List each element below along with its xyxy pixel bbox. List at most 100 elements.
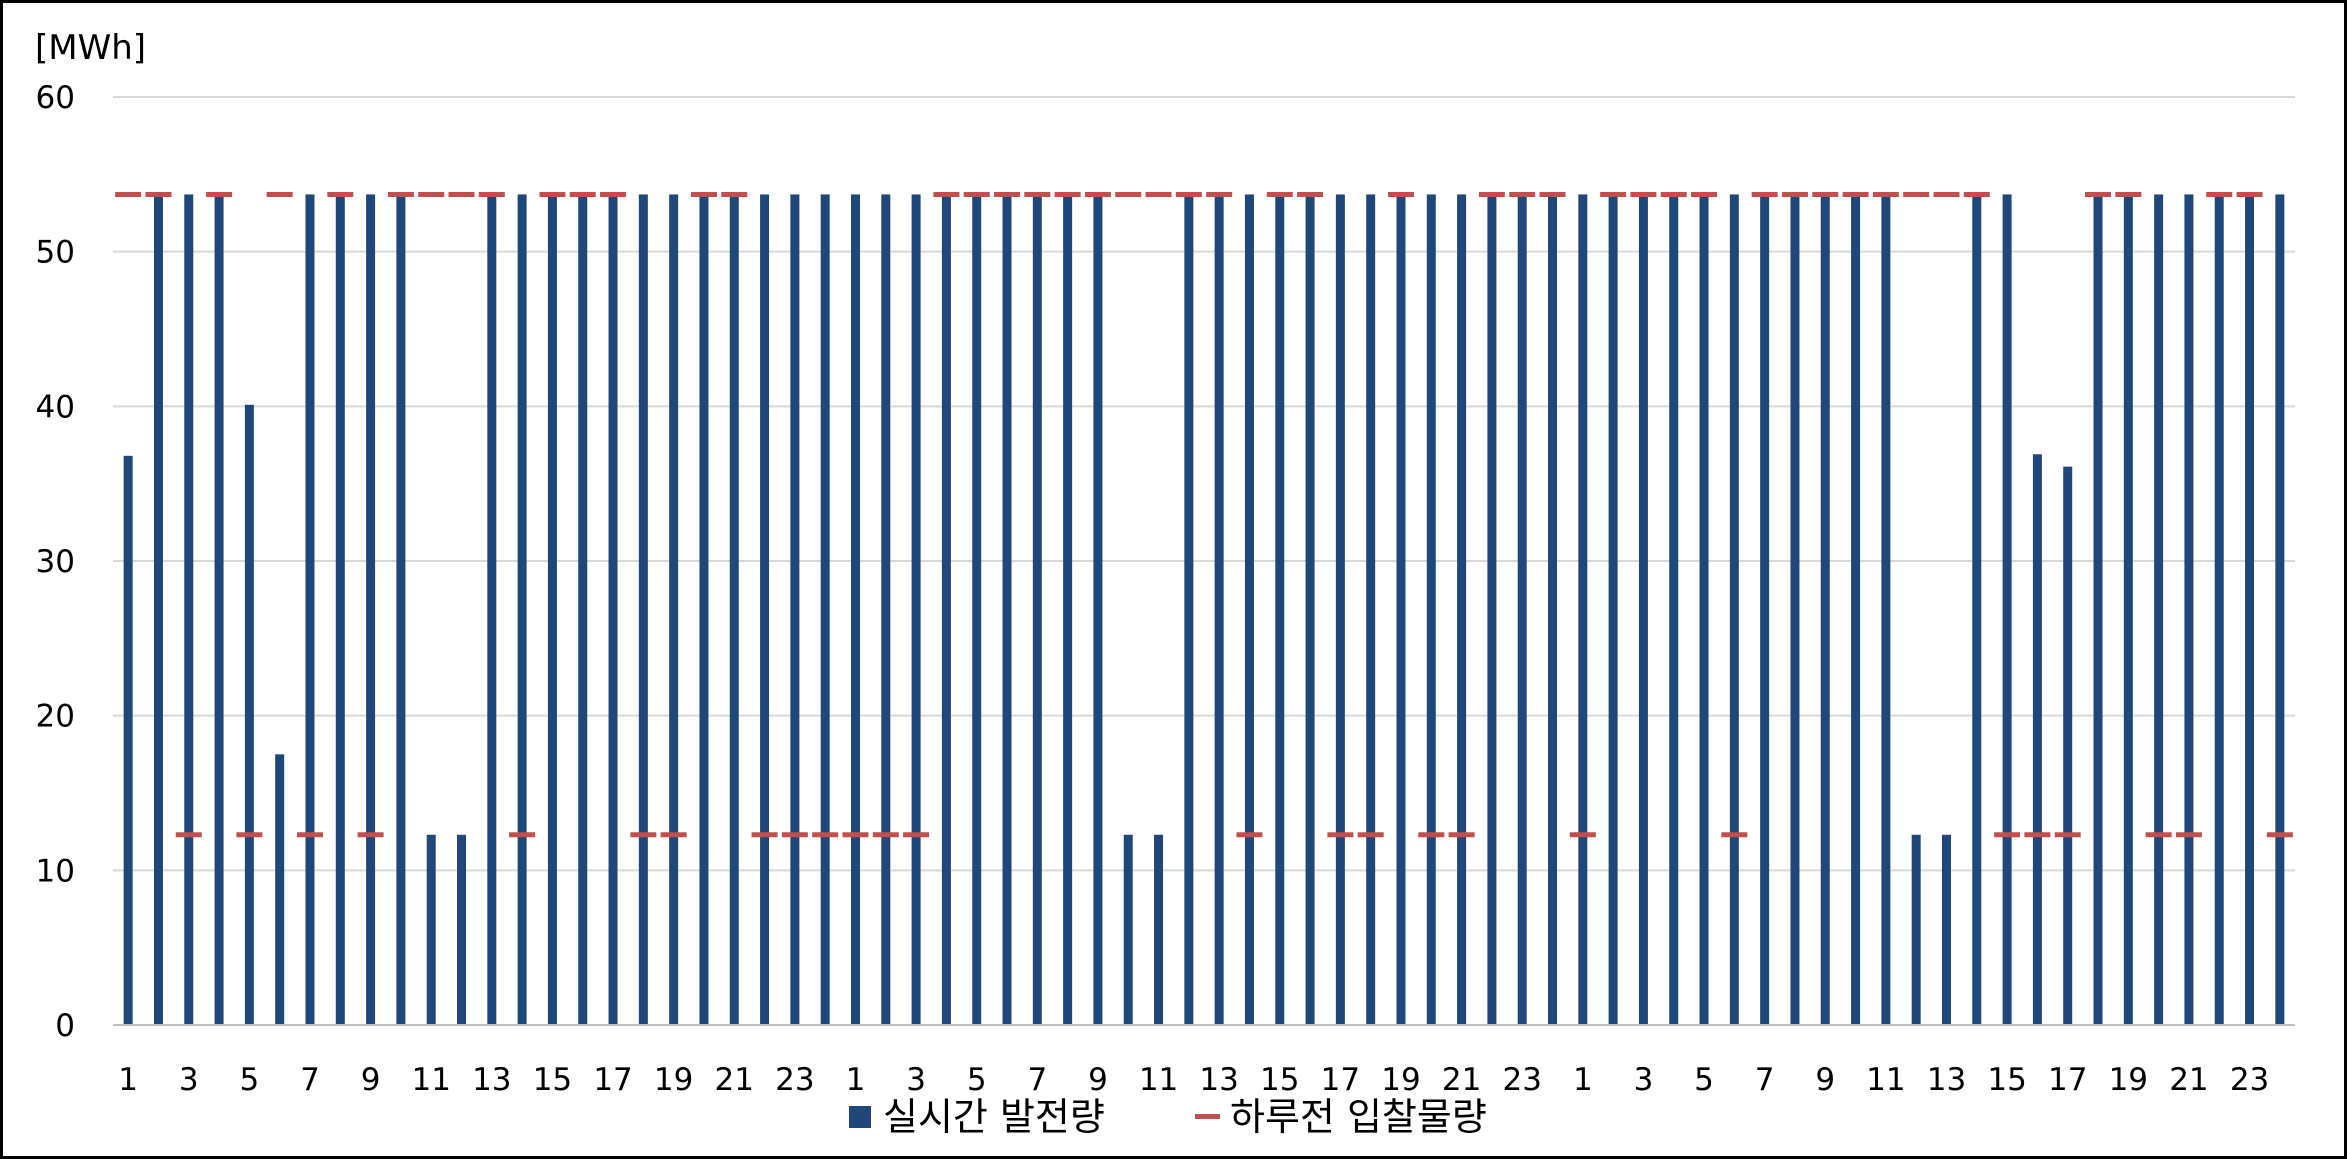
bar-22 — [760, 194, 770, 1025]
bar-69 — [2184, 194, 2194, 1025]
x-tick-label-31: 13 — [1927, 1062, 1966, 1098]
bar-6 — [275, 754, 285, 1025]
dash-series — [115, 191, 2293, 838]
bar-8 — [335, 194, 345, 1025]
bar-1 — [123, 455, 133, 1025]
bar-59 — [1881, 194, 1891, 1025]
bar-66 — [2093, 194, 2103, 1025]
x-tick-label-26: 3 — [1634, 1062, 1654, 1098]
bar-61 — [1941, 834, 1951, 1025]
x-tick-label-25: 1 — [1573, 1062, 1593, 1098]
x-tick-label-35: 21 — [2169, 1062, 2208, 1098]
bar-56 — [1790, 194, 1800, 1025]
x-tick-label-10: 19 — [654, 1062, 693, 1098]
bar-47 — [1517, 194, 1527, 1025]
y-tick-label-60: 60 — [36, 80, 75, 116]
x-tick-label-11: 21 — [715, 1062, 754, 1098]
x-tick-label-28: 7 — [1755, 1062, 1775, 1098]
bar-52 — [1669, 194, 1679, 1025]
bar-2 — [153, 194, 163, 1025]
bar-50 — [1608, 194, 1618, 1025]
bar-21 — [729, 194, 739, 1025]
bar-68 — [2154, 194, 2164, 1025]
bar-39 — [1275, 194, 1285, 1025]
bar-33 — [1093, 194, 1103, 1025]
bar-13 — [487, 194, 497, 1025]
x-tick-label-19: 13 — [1199, 1062, 1238, 1098]
y-axis-unit-label: [MWh] — [35, 28, 146, 68]
bar-64 — [2032, 454, 2042, 1025]
bar-57 — [1820, 194, 1830, 1025]
bar-11 — [426, 834, 436, 1025]
x-tick-label-34: 19 — [2109, 1062, 2148, 1098]
bar-41 — [1335, 194, 1345, 1025]
bar-53 — [1699, 194, 1709, 1025]
bar-4 — [214, 194, 224, 1025]
bar-27 — [911, 194, 921, 1025]
x-tick-label-27: 5 — [1694, 1062, 1714, 1098]
bar-38 — [1244, 194, 1254, 1025]
x-tick-label-15: 5 — [967, 1062, 987, 1098]
x-tick-label-18: 11 — [1139, 1062, 1178, 1098]
x-tick-label-36: 23 — [2230, 1062, 2269, 1098]
bar-46 — [1487, 194, 1497, 1025]
y-tick-label-10: 10 — [36, 853, 75, 889]
bar-20 — [699, 194, 709, 1025]
x-tick-label-33: 17 — [2048, 1062, 2087, 1098]
x-tick-label-17: 9 — [1088, 1062, 1108, 1098]
bar-43 — [1396, 194, 1406, 1025]
x-tick-label-6: 11 — [411, 1062, 450, 1098]
x-tick-label-20: 15 — [1260, 1062, 1299, 1098]
legend: 실시간 발전량 하루전 입찰물량 — [849, 1095, 1487, 1139]
x-tick-label-1: 1 — [118, 1062, 138, 1098]
bar-19 — [669, 194, 679, 1025]
y-tick-label-40: 40 — [36, 389, 75, 425]
bar-16 — [578, 194, 588, 1025]
bar-60 — [1911, 834, 1921, 1025]
x-tick-label-13: 1 — [846, 1062, 866, 1098]
x-tick-label-7: 13 — [472, 1062, 511, 1098]
legend-label-dash: 하루전 입찰물량 — [1230, 1095, 1487, 1139]
bar-30 — [1002, 194, 1012, 1025]
bar-15 — [547, 194, 557, 1025]
bar-51 — [1638, 194, 1648, 1025]
bar-49 — [1578, 194, 1588, 1025]
bar-63 — [2002, 194, 2012, 1025]
legend-label-bar: 실시간 발전량 — [883, 1095, 1105, 1139]
bar-54 — [1729, 194, 1739, 1025]
bar-67 — [2123, 194, 2133, 1025]
bar-55 — [1760, 194, 1770, 1025]
bar-17 — [608, 194, 618, 1025]
bar-35 — [1154, 834, 1164, 1025]
bar-40 — [1305, 194, 1315, 1025]
bar-58 — [1851, 194, 1861, 1025]
bar-71 — [2245, 194, 2255, 1025]
gridlines — [113, 96, 2295, 872]
bar-32 — [1063, 194, 1073, 1025]
x-tick-label-16: 7 — [1027, 1062, 1047, 1098]
bar-10 — [396, 194, 406, 1025]
bar-14 — [517, 194, 527, 1025]
legend-swatch-bar — [849, 1106, 871, 1128]
x-tick-label-22: 19 — [1381, 1062, 1420, 1098]
bar-18 — [638, 194, 648, 1025]
x-tick-label-32: 15 — [1987, 1062, 2026, 1098]
bar-9 — [366, 194, 376, 1025]
bar-29 — [972, 194, 982, 1025]
x-tick-label-29: 9 — [1815, 1062, 1835, 1098]
legend-swatch-dash — [1195, 1114, 1220, 1119]
x-tick-label-21: 17 — [1321, 1062, 1360, 1098]
bar-45 — [1457, 194, 1467, 1025]
y-tick-label-20: 20 — [36, 699, 75, 735]
x-tick-label-3: 5 — [240, 1062, 260, 1098]
x-tick-label-9: 17 — [593, 1062, 632, 1098]
bar-42 — [1366, 194, 1376, 1025]
bar-5 — [244, 404, 254, 1026]
bar-23 — [790, 194, 800, 1025]
x-tick-label-8: 15 — [533, 1062, 572, 1098]
bar-72 — [2275, 194, 2285, 1025]
bar-70 — [2214, 194, 2224, 1025]
bar-44 — [1426, 194, 1436, 1025]
